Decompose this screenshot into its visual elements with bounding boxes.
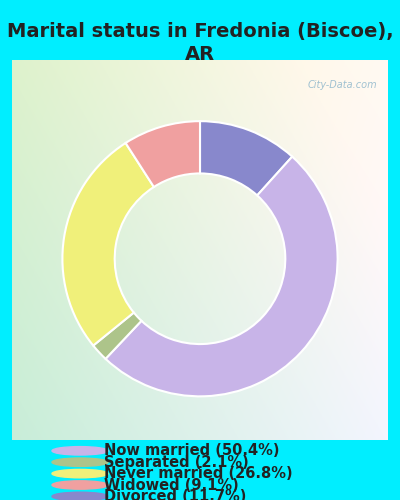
Circle shape [52, 470, 108, 478]
Text: City-Data.com: City-Data.com [307, 80, 377, 90]
Circle shape [52, 446, 108, 455]
Text: Marital status in Fredonia (Biscoe), AR: Marital status in Fredonia (Biscoe), AR [7, 22, 393, 64]
Wedge shape [106, 156, 338, 396]
Wedge shape [126, 121, 200, 187]
Text: Widowed (9.1%): Widowed (9.1%) [104, 478, 239, 492]
Wedge shape [200, 121, 292, 196]
Text: Separated (2.1%): Separated (2.1%) [104, 454, 249, 469]
Wedge shape [62, 143, 154, 346]
Wedge shape [93, 312, 142, 359]
Text: Never married (26.8%): Never married (26.8%) [104, 466, 293, 481]
Text: Divorced (11.7%): Divorced (11.7%) [104, 489, 246, 500]
Circle shape [52, 458, 108, 466]
Circle shape [52, 492, 108, 500]
Text: Now married (50.4%): Now married (50.4%) [104, 444, 280, 458]
Circle shape [52, 481, 108, 489]
